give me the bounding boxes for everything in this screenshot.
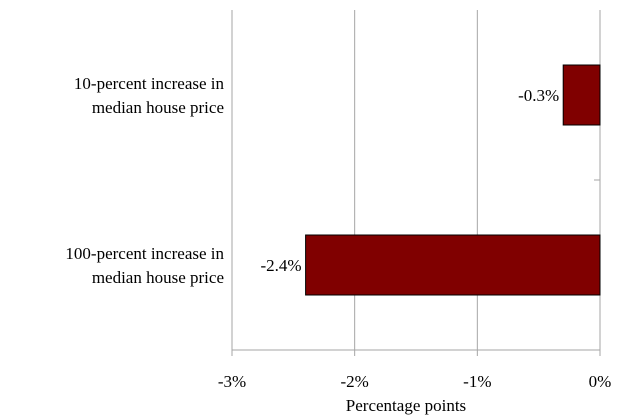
bars xyxy=(305,64,601,296)
x-tick-labels: -3% -2% -1% 0% xyxy=(218,372,612,391)
category-label: median house price xyxy=(92,98,224,117)
x-tick-label: -3% xyxy=(218,372,246,391)
bar xyxy=(562,64,601,126)
gridlines xyxy=(231,10,601,356)
x-axis-title: Percentage points xyxy=(346,396,466,415)
data-labels: -0.3% -2.4% xyxy=(261,86,560,275)
category-label: median house price xyxy=(92,268,224,287)
category-labels: 10-percent increase in median house price… xyxy=(65,74,224,287)
x-tick-label: -2% xyxy=(341,372,369,391)
bar xyxy=(305,234,601,296)
plot-frame xyxy=(231,10,600,351)
x-tick-label: -1% xyxy=(463,372,491,391)
category-label: 10-percent increase in xyxy=(74,74,225,93)
x-tick-label: 0% xyxy=(589,372,612,391)
data-label: -0.3% xyxy=(518,86,559,105)
category-label: 100-percent increase in xyxy=(65,244,224,263)
data-label: -2.4% xyxy=(261,256,302,275)
